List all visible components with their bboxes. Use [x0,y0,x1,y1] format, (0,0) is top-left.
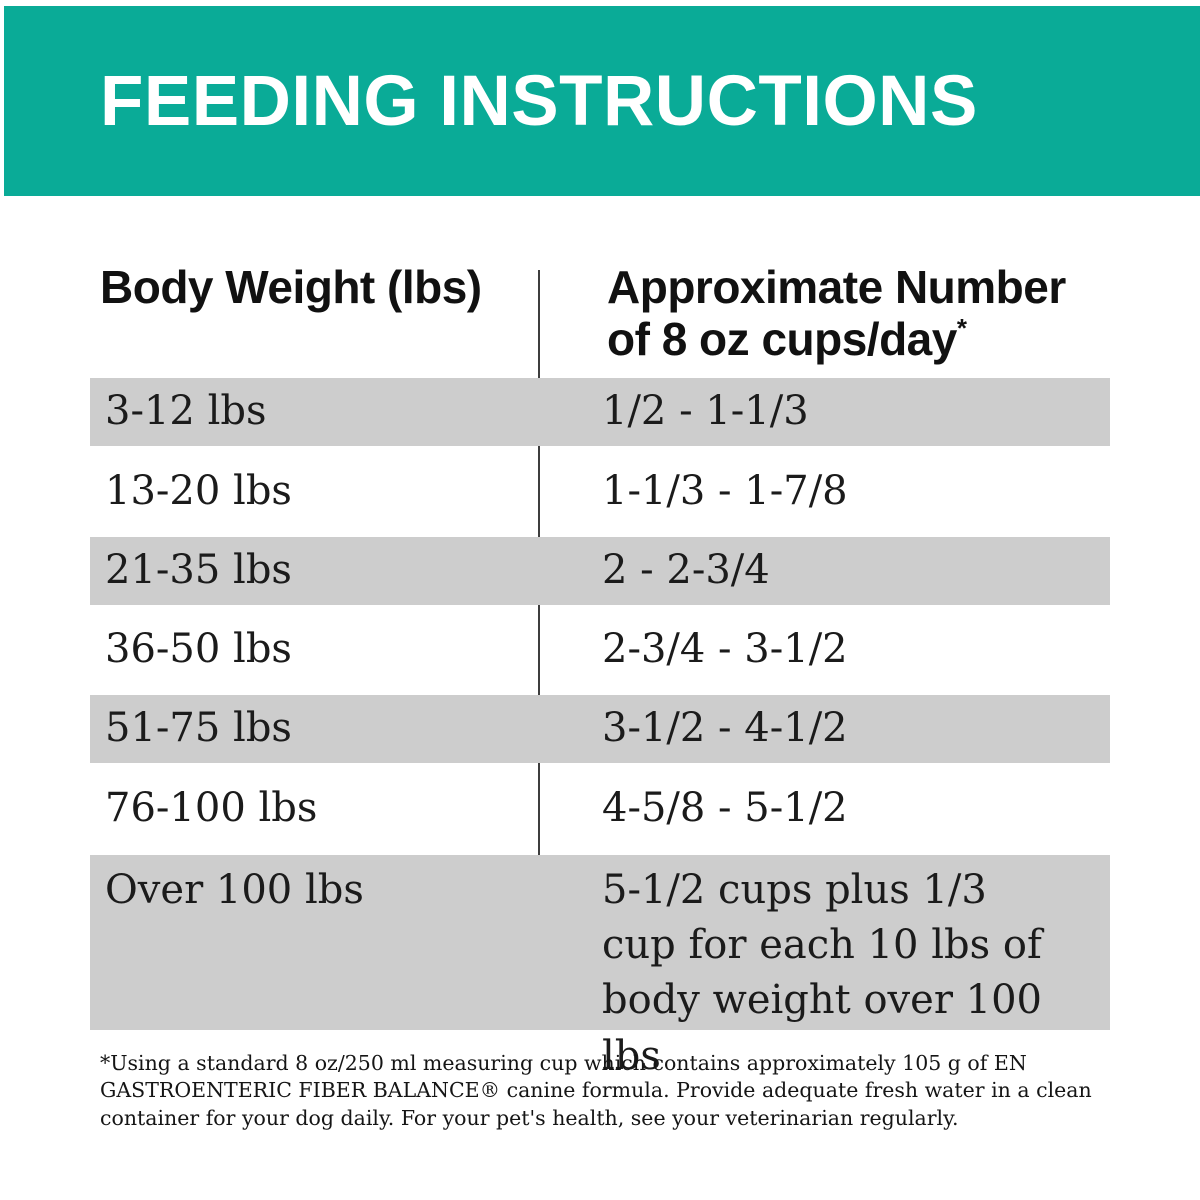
page-title: FEEDING INSTRUCTIONS [100,61,978,141]
feeding-instructions-banner: FEEDING INSTRUCTIONS [4,6,1200,196]
footnote-text: *Using a standard 8 oz/250 ml measuring … [100,1051,1092,1130]
table-row: 3-12 lbs 1/2 - 1-1/3 [90,378,1110,446]
body-weight-cell: 76-100 lbs [105,785,318,832]
column-header-cups-line2: of 8 oz cups/day [607,313,957,365]
column-header-cups-per-day: Approximate Number of 8 oz cups/day* [607,261,1066,365]
cups-per-day-cell: 3-1/2 - 4-1/2 [602,705,848,752]
table-row: 21-35 lbs 2 - 2-3/4 [90,537,1110,605]
column-header-cups-line1: Approximate Number [607,261,1066,313]
cups-per-day-cell: 2-3/4 - 3-1/2 [602,626,848,673]
column-header-body-weight: Body Weight (lbs) [100,261,482,313]
table-row: 13-20 lbs 1-1/3 - 1-7/8 [90,446,1110,537]
body-weight-cell: 51-75 lbs [105,705,292,752]
table-row: Over 100 lbs 5-1/2 cups plus 1/3 cup for … [90,855,1110,1079]
cups-per-day-cell: 1/2 - 1-1/3 [602,388,809,435]
column-divider-line [538,270,540,1030]
body-weight-cell: 13-20 lbs [105,467,292,514]
footnote-marker: * [956,313,967,343]
feeding-table-body: 3-12 lbs 1/2 - 1-1/3 13-20 lbs 1-1/3 - 1-7/… [90,378,1110,1079]
body-weight-cell: 36-50 lbs [105,626,292,673]
body-weight-cell: Over 100 lbs [105,867,364,913]
table-row: 51-75 lbs 3-1/2 - 4-1/2 [90,695,1110,763]
table-row: 36-50 lbs 2-3/4 - 3-1/2 [90,605,1110,695]
body-weight-cell: 21-35 lbs [105,547,292,594]
table-row: 76-100 lbs 4-5/8 - 5-1/2 [90,763,1110,855]
cups-per-day-cell: 2 - 2-3/4 [602,547,770,594]
cups-per-day-cell: 5-1/2 cups plus 1/3 cup for each 10 lbs … [602,867,1042,1079]
cups-per-day-cell: 4-5/8 - 5-1/2 [602,785,848,832]
body-weight-cell: 3-12 lbs [105,388,267,435]
cups-per-day-cell: 1-1/3 - 1-7/8 [602,467,848,514]
